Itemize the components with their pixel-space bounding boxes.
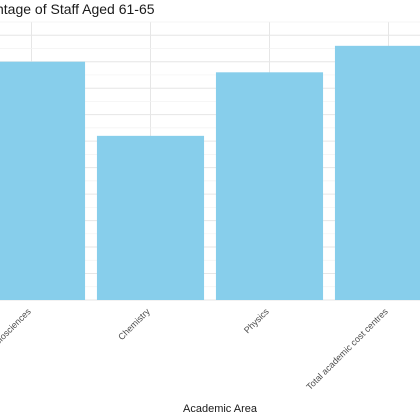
x-tick-label: Total academic cost centres xyxy=(304,306,390,392)
x-tick-label: Biosciences xyxy=(0,306,33,347)
x-tick-label: Chemistry xyxy=(116,306,152,342)
chart-title: ntage of Staff Aged 61-65 xyxy=(0,1,155,17)
bar-chemistry xyxy=(96,135,205,300)
bar-total-academic-cost-centres xyxy=(334,45,420,301)
bars xyxy=(0,45,420,301)
x-tick-labels: Biosciences Chemistry Physics Total academi… xyxy=(0,306,390,392)
bar-physics xyxy=(215,72,324,300)
x-tick-label: Physics xyxy=(242,306,271,335)
x-axis-title: Academic Area xyxy=(183,403,258,415)
bar-biosciences xyxy=(0,61,86,300)
